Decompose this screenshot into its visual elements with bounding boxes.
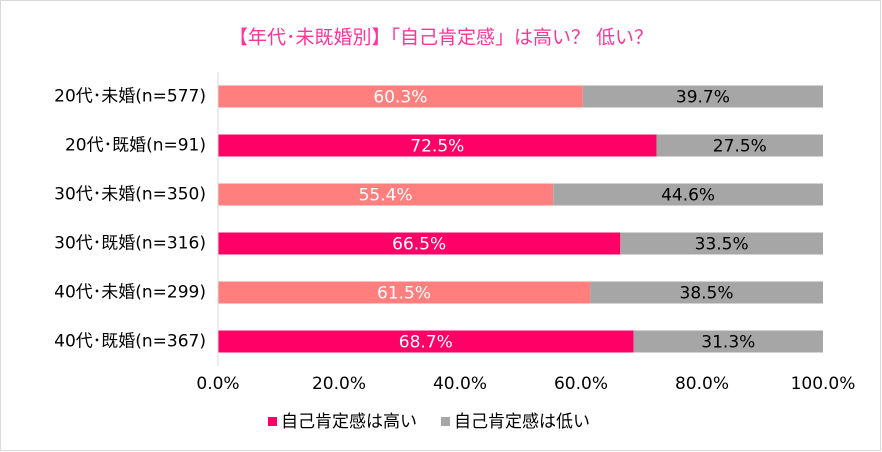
x-tick-label: 20.0% xyxy=(312,374,366,394)
x-tick-label: 40.0% xyxy=(433,374,487,394)
data-label: 66.5% xyxy=(392,235,446,255)
y-tick-label: 30代･未婚(n=350) xyxy=(54,185,206,205)
legend-swatch xyxy=(441,417,450,426)
legend-label: 自己肯定感は高い xyxy=(281,412,417,432)
data-label: 44.6% xyxy=(661,186,715,206)
bar-segment xyxy=(218,330,634,353)
data-label: 39.7% xyxy=(676,88,730,108)
data-label: 68.7% xyxy=(399,333,453,353)
legend-label: 自己肯定感は低い xyxy=(454,412,590,432)
y-tick-label: 30代･既婚(n=316) xyxy=(54,234,206,254)
data-label: 60.3% xyxy=(373,88,427,108)
bar-segment xyxy=(218,232,621,255)
bar-segment xyxy=(656,134,823,157)
y-tick-label: 40代･未婚(n=299) xyxy=(54,283,206,303)
x-tick-label: 0.0% xyxy=(196,374,239,394)
bar-segment xyxy=(218,183,554,206)
bar-segment xyxy=(633,330,823,353)
bar-segment xyxy=(218,85,583,108)
y-tick-label: 40代･既婚(n=367) xyxy=(54,332,206,352)
chart-title: 【年代･未既婚別】「自己肯定感」は高い？ 低い？ xyxy=(229,27,653,49)
bar-segment xyxy=(218,281,591,304)
y-tick-label: 20代･未婚(n=577) xyxy=(54,87,206,107)
bar-segment xyxy=(590,281,823,304)
bar-segment xyxy=(218,134,657,157)
data-label: 33.5% xyxy=(695,235,749,255)
data-label: 55.4% xyxy=(359,186,413,206)
y-tick-label: 20代･既婚(n=91) xyxy=(65,136,206,156)
legend-swatch xyxy=(268,417,277,426)
bar-segment xyxy=(553,183,823,206)
bar-segment xyxy=(620,232,823,255)
data-label: 38.5% xyxy=(680,284,734,304)
data-label: 27.5% xyxy=(713,137,767,157)
x-tick-label: 80.0% xyxy=(675,374,729,394)
data-label: 31.3% xyxy=(701,333,755,353)
bar-segment xyxy=(582,85,823,108)
x-tick-label: 100.0% xyxy=(791,374,856,394)
data-label: 61.5% xyxy=(377,284,431,304)
x-tick-label: 60.0% xyxy=(554,374,608,394)
data-label: 72.5% xyxy=(410,137,464,157)
